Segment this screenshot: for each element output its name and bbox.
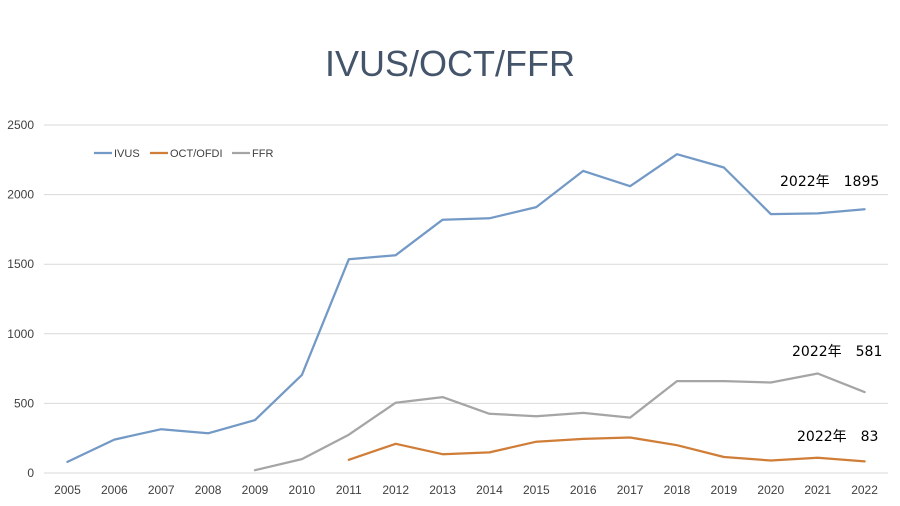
- x-tick-label: 2021: [804, 483, 831, 497]
- series-line-oct-ofdi: [347, 436, 866, 463]
- chart-title: IVUS/OCT/FFR: [325, 43, 575, 84]
- annotation-label: 2022年 581: [792, 344, 882, 360]
- y-axis-ticks: 0 500 1000 1500 2000 2500: [7, 118, 34, 480]
- series-lines: [66, 153, 866, 472]
- y-tick-label: 0: [27, 466, 34, 480]
- x-tick-label: 2006: [101, 483, 128, 497]
- x-tick-label: 2011: [336, 483, 362, 497]
- x-tick-label: 2013: [429, 483, 456, 497]
- y-tick-label: 2000: [7, 188, 34, 202]
- x-tick-label: 2019: [711, 483, 738, 497]
- x-tick-label: 2014: [476, 483, 503, 497]
- x-tick-label: 2008: [195, 483, 222, 497]
- y-tick-label: 1500: [7, 257, 34, 271]
- series-line-ffr: [253, 372, 866, 472]
- x-tick-label: 2017: [617, 483, 644, 497]
- legend: IVUS OCT/OFDI FFR: [94, 148, 273, 160]
- x-tick-label: 2010: [289, 483, 316, 497]
- y-tick-label: 2500: [7, 118, 34, 132]
- x-tick-label: 2009: [242, 483, 269, 497]
- x-tick-label: 2020: [757, 483, 784, 497]
- x-tick-label: 2007: [148, 483, 175, 497]
- annotation-label: 2022年 1895: [780, 174, 879, 190]
- gridlines: [44, 124, 888, 474]
- legend-label: OCT/OFDI: [170, 148, 223, 160]
- legend-label: FFR: [252, 148, 273, 160]
- x-tick-label: 2016: [570, 483, 597, 497]
- x-tick-label: 2005: [54, 483, 81, 497]
- legend-label: IVUS: [114, 148, 140, 160]
- annotation-label: 2022年 83: [797, 429, 878, 445]
- annotations: 2022年 1895 2022年 581 2022年 83: [780, 174, 882, 445]
- x-tick-label: 2022: [851, 483, 878, 497]
- series-line-ivus: [66, 153, 866, 464]
- y-tick-label: 500: [14, 396, 34, 410]
- x-axis-ticks: 2005 2006 2007 2008 2009 2010 2011 2012 2013 2014…: [54, 483, 878, 497]
- x-tick-label: 2012: [382, 483, 409, 497]
- y-tick-label: 1000: [7, 327, 34, 341]
- x-tick-label: 2018: [664, 483, 691, 497]
- x-tick-label: 2015: [523, 483, 550, 497]
